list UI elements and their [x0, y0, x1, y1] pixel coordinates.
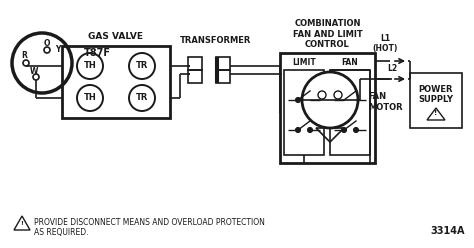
Circle shape	[44, 47, 50, 53]
Circle shape	[33, 74, 39, 80]
Text: POWER
SUPPLY: POWER SUPPLY	[419, 85, 454, 104]
Bar	[188, 70, 202, 83]
Circle shape	[354, 127, 358, 132]
Text: FAN
MOTOR: FAN MOTOR	[368, 92, 402, 112]
Text: PROVIDE DISCONNECT MEANS AND OVERLOAD PROTECTION
AS REQUIRED.: PROVIDE DISCONNECT MEANS AND OVERLOAD PR…	[34, 218, 265, 237]
Text: O: O	[44, 38, 50, 48]
Circle shape	[354, 97, 358, 102]
Circle shape	[295, 127, 301, 132]
Circle shape	[308, 97, 312, 102]
Bar	[62, 46, 170, 118]
Text: L1
(HOT): L1 (HOT)	[372, 33, 398, 53]
Bar	[330, 70, 370, 155]
Circle shape	[129, 53, 155, 79]
Bar	[280, 53, 375, 163]
Text: TR: TR	[136, 62, 148, 70]
Text: TRANSFORMER: TRANSFORMER	[180, 36, 252, 45]
Bar	[188, 57, 202, 70]
Bar	[284, 70, 324, 155]
Text: L2: L2	[387, 64, 397, 73]
Text: TH: TH	[83, 62, 96, 70]
Circle shape	[302, 72, 358, 128]
Circle shape	[318, 91, 326, 99]
Circle shape	[12, 33, 72, 93]
Text: COMBINATION
FAN AND LIMIT
CONTROL: COMBINATION FAN AND LIMIT CONTROL	[292, 19, 363, 49]
Circle shape	[77, 53, 103, 79]
Circle shape	[295, 97, 301, 102]
Text: GAS VALVE: GAS VALVE	[89, 32, 144, 41]
Circle shape	[341, 97, 346, 102]
Text: T87F: T87F	[84, 48, 111, 58]
Text: !: !	[434, 110, 438, 116]
Text: TR: TR	[136, 93, 148, 102]
Circle shape	[334, 91, 342, 99]
Circle shape	[23, 60, 29, 66]
Text: !: !	[20, 221, 23, 226]
Circle shape	[341, 127, 346, 132]
Text: TH: TH	[83, 93, 96, 102]
Bar	[410, 73, 462, 128]
Text: LIMIT: LIMIT	[292, 58, 316, 67]
Circle shape	[129, 85, 155, 111]
Bar	[216, 57, 230, 70]
Text: FAN: FAN	[342, 58, 358, 67]
Circle shape	[308, 127, 312, 132]
Circle shape	[77, 85, 103, 111]
Text: W: W	[30, 66, 38, 75]
Text: Y: Y	[55, 44, 61, 54]
Text: R: R	[21, 51, 27, 60]
Bar	[216, 70, 230, 83]
Text: 3314A: 3314A	[430, 226, 465, 236]
